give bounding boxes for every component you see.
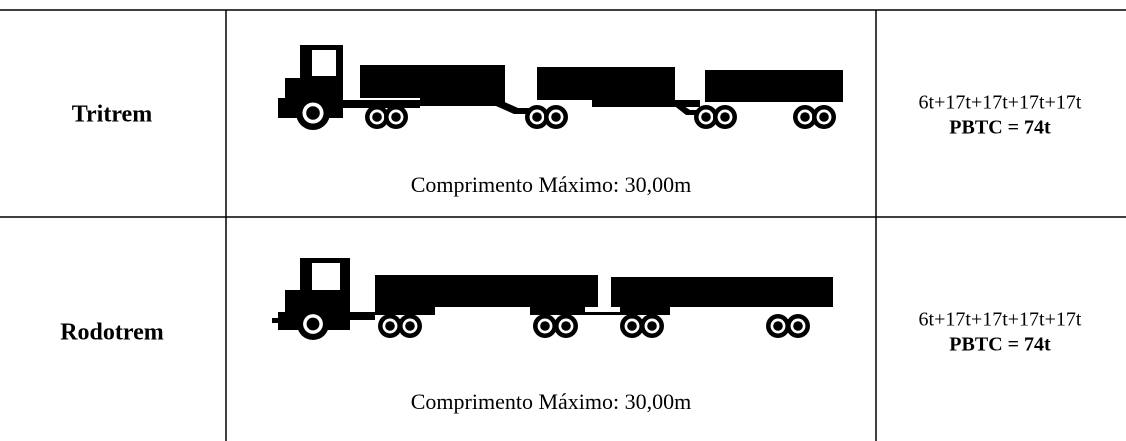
length-caption: Comprimento Máximo: 30,00m xyxy=(411,389,692,414)
wheel-part xyxy=(720,112,730,122)
wheel-part xyxy=(385,321,395,331)
wheel-part xyxy=(793,321,803,331)
wheels xyxy=(296,96,836,340)
table-grid xyxy=(0,9,1126,441)
axle-loads: 6t+17t+17t+17t+17t xyxy=(919,92,1082,114)
pbtc: PBTC = 74t xyxy=(949,117,1051,139)
rodotrem-illustration xyxy=(272,258,833,330)
pbtc: PBTC = 74t xyxy=(949,334,1051,356)
axle-loads: 6t+17t+17t+17t+17t xyxy=(919,309,1082,331)
wheel-part xyxy=(306,317,320,331)
wheel-part xyxy=(306,106,320,120)
wheel-part xyxy=(540,321,550,331)
length-caption: Comprimento Máximo: 30,00m xyxy=(411,172,692,197)
wheel-part xyxy=(701,112,711,122)
wheel-part xyxy=(800,112,810,122)
wheel-part xyxy=(819,112,829,122)
wheel-part xyxy=(647,321,657,331)
wheel-part xyxy=(627,321,637,331)
wheel-part xyxy=(561,321,571,331)
wheel-part xyxy=(391,112,401,122)
vehicle-name: Tritrem xyxy=(72,102,152,128)
wheel-part xyxy=(405,321,415,331)
wheel-part xyxy=(372,112,382,122)
wheel-part xyxy=(532,112,542,122)
wheel-part xyxy=(773,321,783,331)
wheel-part xyxy=(551,112,561,122)
vehicle-name: Rodotrem xyxy=(60,320,164,346)
